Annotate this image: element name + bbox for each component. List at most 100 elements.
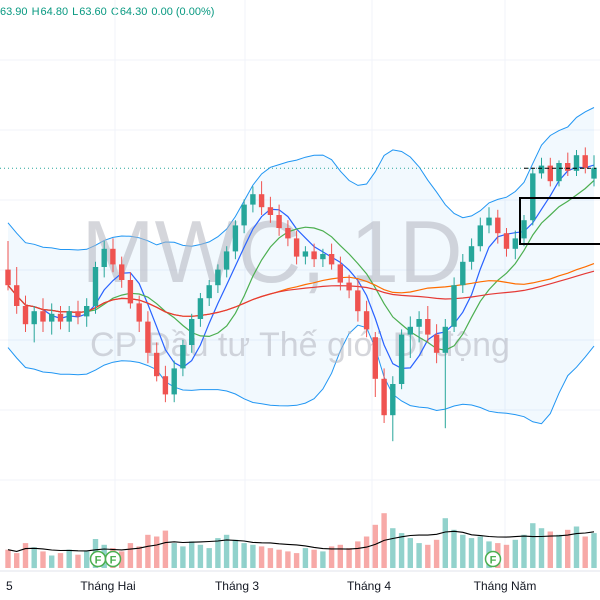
candle-12 xyxy=(110,238,116,273)
band-lower xyxy=(7,324,595,425)
candle-body-8 xyxy=(75,311,81,317)
x-tick-label-3: Tháng 4 xyxy=(347,579,391,593)
watermark: MWC, 1D CP Đầu tư Thế giới Di động xyxy=(81,202,510,364)
candle-2 xyxy=(22,295,29,332)
candle-44 xyxy=(390,376,396,442)
candle-body-58 xyxy=(512,238,518,249)
candle-body-65 xyxy=(573,155,580,171)
volume-ma-line xyxy=(7,530,595,552)
volume-bar-4 xyxy=(40,551,46,568)
candle-body-61 xyxy=(538,165,545,174)
volume-bar-27 xyxy=(241,543,247,568)
volume-bar-64 xyxy=(565,529,571,568)
candle-body-21 xyxy=(189,319,195,345)
candle-13 xyxy=(119,256,125,288)
candle-63 xyxy=(556,160,562,187)
volume-bar-23 xyxy=(206,548,212,568)
volume-bar-39 xyxy=(346,548,352,568)
candle-7 xyxy=(66,306,72,332)
candle-67 xyxy=(591,155,597,187)
candle-body-43 xyxy=(381,378,387,416)
candle-18 xyxy=(162,365,169,403)
event-marker-circle-2 xyxy=(484,550,502,568)
candle-body-14 xyxy=(127,280,134,304)
candle-body-5 xyxy=(49,313,55,322)
candle-body-56 xyxy=(495,217,501,234)
candle-body-24 xyxy=(215,269,221,286)
candle-body-41 xyxy=(363,311,370,330)
candle-body-49 xyxy=(433,334,440,353)
candle-50 xyxy=(442,319,448,429)
volume-bar-21 xyxy=(189,541,195,568)
volume-bar-8 xyxy=(75,554,81,568)
volume-bar-33 xyxy=(293,553,300,568)
ohlc-open: 63.90 xyxy=(0,6,28,18)
candle-body-66 xyxy=(582,155,588,169)
volume-bar-61 xyxy=(538,528,545,568)
volume-bar-19 xyxy=(171,543,177,568)
candle-body-62 xyxy=(547,165,553,182)
volume-bar-37 xyxy=(328,546,335,568)
candle-body-20 xyxy=(180,345,186,369)
volume-bar-29 xyxy=(258,546,265,568)
candle-10 xyxy=(92,261,99,314)
volume-bar-14 xyxy=(127,543,134,568)
candle-body-10 xyxy=(92,267,99,306)
volume-bar-38 xyxy=(337,544,343,568)
volume-bar-54 xyxy=(477,536,483,568)
candle-31 xyxy=(276,204,282,236)
event-marker-label-0: F xyxy=(95,555,102,567)
candle-19 xyxy=(171,360,177,403)
candle-30 xyxy=(267,196,274,223)
volume-bar-24 xyxy=(215,538,221,568)
candle-body-40 xyxy=(355,290,361,312)
ohlc-high-label: H xyxy=(31,6,40,18)
candle-11 xyxy=(101,241,107,278)
candle-28 xyxy=(250,186,256,213)
volume-bar-31 xyxy=(276,549,282,568)
candle-body-22 xyxy=(197,298,204,319)
candle-42 xyxy=(372,332,378,397)
volume-bar-36 xyxy=(320,551,326,568)
event-marker-label-2: F xyxy=(490,555,497,567)
candle-65 xyxy=(573,150,580,176)
volume-bar-41 xyxy=(363,536,370,568)
candle-body-67 xyxy=(591,168,597,179)
volume-bar-7 xyxy=(66,549,72,568)
candle-body-34 xyxy=(302,251,309,257)
volume-bar-60 xyxy=(530,523,536,568)
event-marker-2: F xyxy=(484,550,502,568)
candle-body-9 xyxy=(84,306,90,317)
candle-body-15 xyxy=(136,303,142,322)
candle-32 xyxy=(285,220,291,247)
x-tick-label-4: Tháng Năm xyxy=(474,579,537,593)
volume-bar-18 xyxy=(162,530,169,568)
candle-body-30 xyxy=(267,207,274,215)
candle-body-6 xyxy=(57,313,64,322)
x-tick-label-2: Tháng 3 xyxy=(215,579,259,593)
candle-47 xyxy=(416,311,422,343)
candle-body-38 xyxy=(337,264,343,283)
ohlc-high: 64.80 xyxy=(40,6,69,18)
chart-overlay xyxy=(0,167,600,245)
volume-bar-47 xyxy=(416,543,422,568)
candle-60 xyxy=(530,168,536,226)
volume-bar-5 xyxy=(49,555,55,568)
candle-body-28 xyxy=(250,194,256,205)
ohlc-close: 64.30 xyxy=(119,6,148,18)
candle-56 xyxy=(495,209,501,244)
candle-body-53 xyxy=(468,246,475,262)
candle-body-52 xyxy=(460,261,466,286)
volume-bar-17 xyxy=(154,536,160,568)
candle-body-31 xyxy=(276,215,282,228)
candle-body-0 xyxy=(5,269,11,286)
volume-bar-13 xyxy=(119,551,125,568)
event-marker-1: F xyxy=(104,550,122,568)
candle-17 xyxy=(154,342,160,382)
candle-59 xyxy=(521,215,527,247)
candle-body-47 xyxy=(416,319,422,327)
candle-body-60 xyxy=(530,173,536,221)
candle-46 xyxy=(407,316,413,358)
volume-bar-48 xyxy=(425,544,431,568)
